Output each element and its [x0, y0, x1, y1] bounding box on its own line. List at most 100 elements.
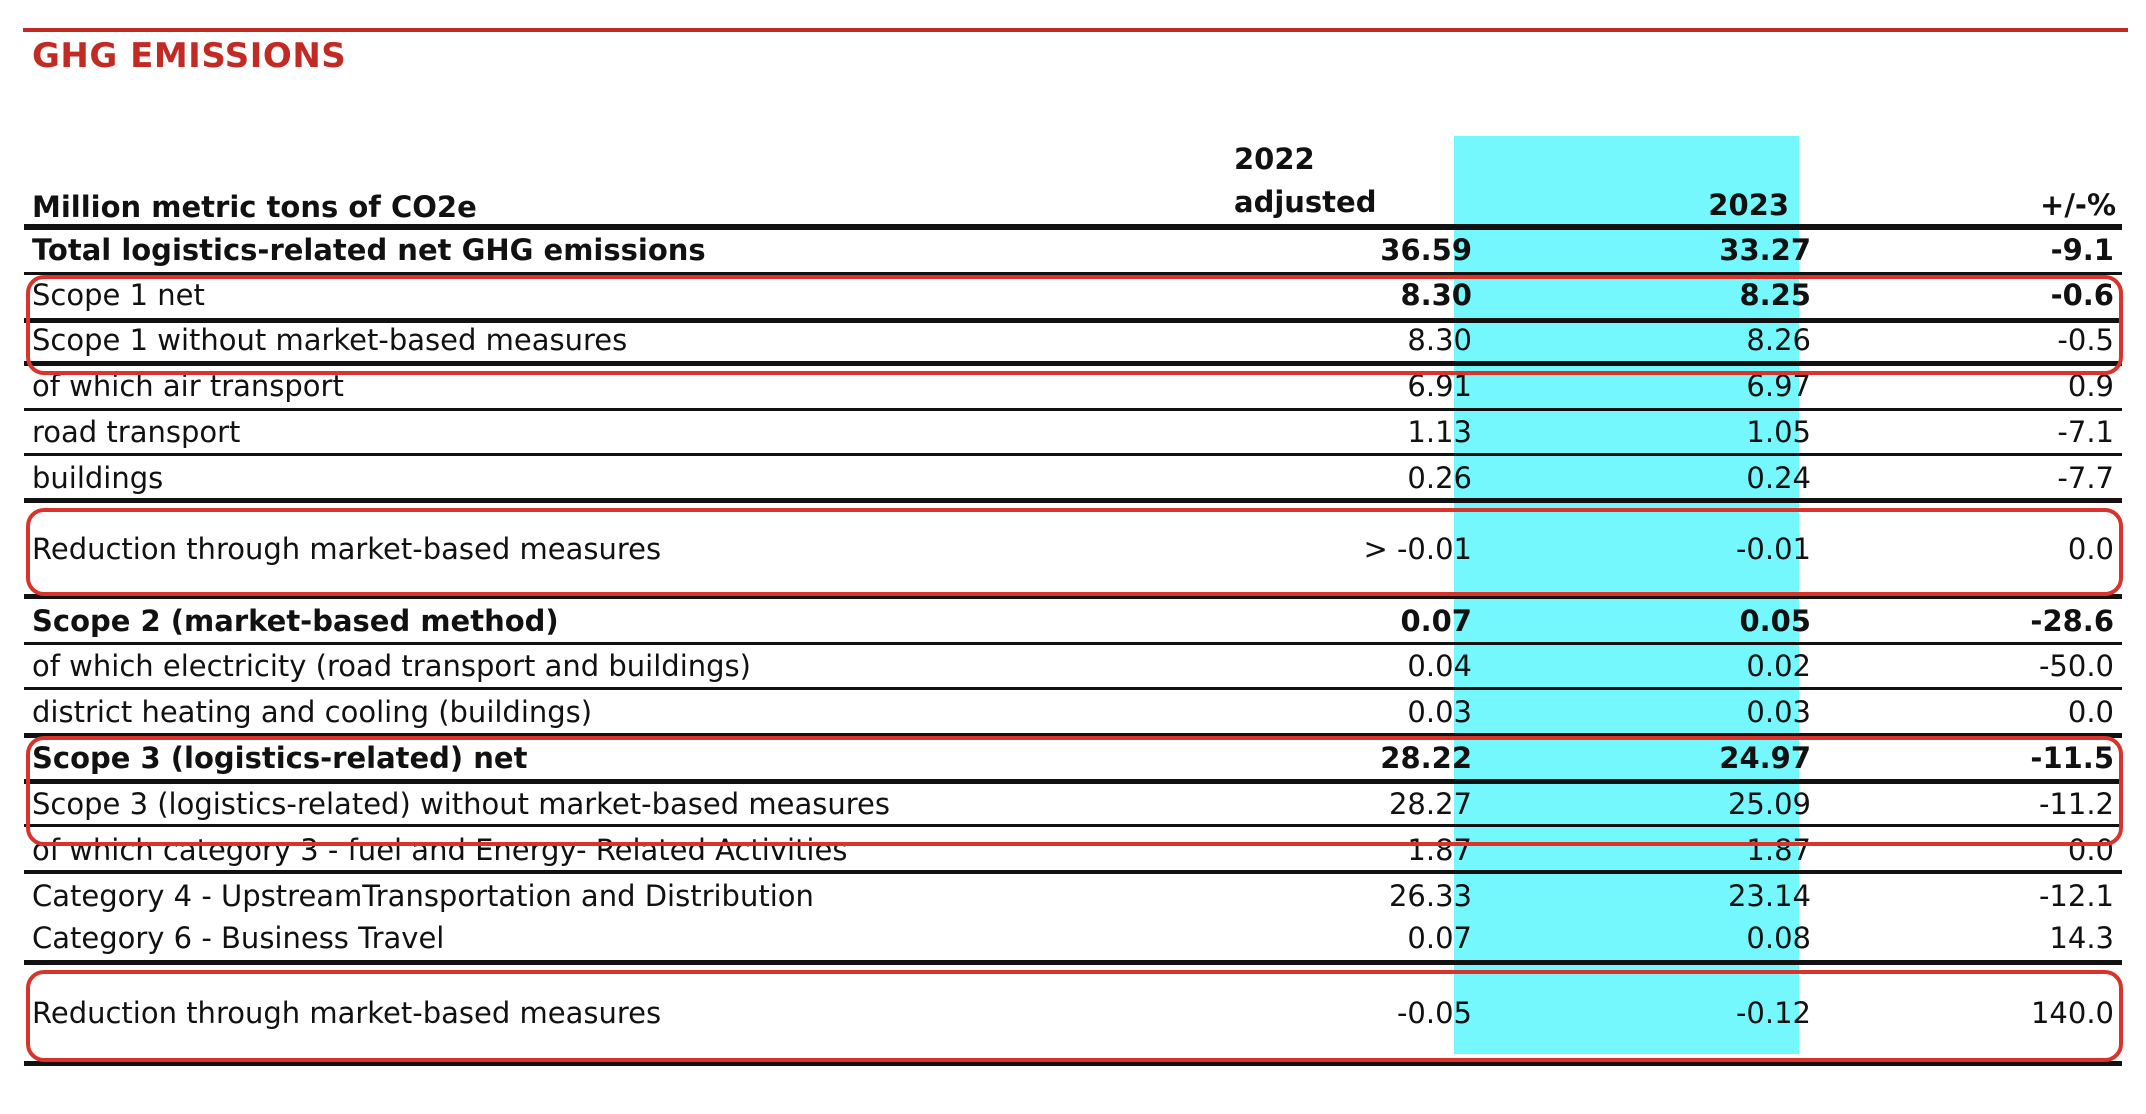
- value-2022: 1.13: [1407, 415, 1472, 449]
- value-2023: -0.01: [1735, 532, 1811, 566]
- value-2022: 0.26: [1407, 461, 1472, 495]
- value-2022: 28.27: [1388, 787, 1472, 821]
- value-2022: 0.07: [1400, 604, 1472, 638]
- table-row: of which electricity (road transport and…: [24, 652, 2124, 686]
- value-2022: 36.59: [1380, 233, 1472, 267]
- value-2023: 0.24: [1746, 461, 1811, 495]
- row-rule: [24, 453, 2122, 456]
- value-pct-change: -7.7: [2057, 461, 2114, 495]
- row-rule: [24, 498, 2122, 503]
- table-row: Scope 1 without market-based measures 8.…: [24, 326, 2124, 360]
- table-row: Reduction through market-based measures …: [24, 999, 2124, 1033]
- table-row: buildings 0.26 0.24 -7.7: [24, 464, 2124, 498]
- row-label: Category 6 - Business Travel: [32, 921, 445, 955]
- row-rule: [24, 733, 2122, 738]
- value-2023: 8.25: [1739, 278, 1811, 312]
- row-rule: [24, 361, 2122, 366]
- value-pct-change: 0.0: [2067, 695, 2114, 729]
- annotation-box-scope1: [26, 275, 2123, 375]
- unit-label: Million metric tons of CO2e: [32, 190, 477, 224]
- title-rule: [23, 28, 2128, 32]
- table-row: Total logistics-related net GHG emission…: [24, 236, 2124, 270]
- row-label: Scope 1 without market-based measures: [32, 323, 628, 357]
- row-rule: [24, 779, 2122, 784]
- value-pct-change: -11.5: [2030, 741, 2114, 775]
- table-row: of which air transport 6.91 6.97 0.9: [24, 372, 2124, 406]
- table-row: Category 6 - Business Travel 0.07 0.08 1…: [24, 924, 2124, 958]
- value-2023: 23.14: [1727, 879, 1811, 913]
- value-2022: 1.87: [1407, 836, 1472, 867]
- row-rule: [24, 594, 2122, 599]
- row-rule: [24, 960, 2122, 965]
- table-row: district heating and cooling (buildings)…: [24, 698, 2124, 732]
- row-label: buildings: [32, 461, 164, 495]
- row-rule: [24, 272, 2122, 275]
- row-label: Scope 1 net: [32, 278, 205, 312]
- row-label: Total logistics-related net GHG emission…: [32, 233, 706, 267]
- row-label: of which category 3 - fuel and Energy- R…: [32, 836, 848, 867]
- col-pct-header: +/-%: [2040, 188, 2116, 222]
- table-row: Scope 2 (market-based method) 0.07 0.05 …: [24, 607, 2124, 641]
- value-2023: 24.97: [1719, 741, 1811, 775]
- row-rule: [24, 642, 2122, 645]
- value-pct-change: -11.2: [2038, 787, 2114, 821]
- value-2022: 8.30: [1407, 323, 1472, 357]
- value-pct-change: -50.0: [2038, 649, 2114, 683]
- row-label: Category 4 - UpstreamTransportation and …: [32, 879, 814, 913]
- annotation-box-reduction-scope1: [26, 508, 2123, 596]
- row-label: Scope 2 (market-based method): [32, 604, 559, 638]
- value-pct-change: 140.0: [2030, 996, 2114, 1030]
- header-rule: [24, 224, 2122, 230]
- value-pct-change: 14.3: [2049, 921, 2114, 955]
- value-2023: 33.27: [1719, 233, 1811, 267]
- value-pct-change: 0.0: [2067, 532, 2114, 566]
- table-row: Reduction through market-based measures …: [24, 535, 2124, 569]
- value-2023: 1.87: [1746, 836, 1811, 867]
- value-2022: 26.33: [1388, 879, 1472, 913]
- row-label: district heating and cooling (buildings): [32, 695, 593, 729]
- table-row: Scope 1 net 8.30 8.25 -0.6: [24, 281, 2124, 315]
- table-row: Scope 3 (logistics-related) net 28.22 24…: [24, 744, 2124, 778]
- row-label: Reduction through market-based measures: [32, 996, 662, 1030]
- value-pct-change: -12.1: [2038, 879, 2114, 913]
- value-2022: 0.04: [1407, 649, 1472, 683]
- annotation-box-reduction-scope3: [26, 970, 2123, 1062]
- value-2022: > -0.01: [1363, 532, 1472, 566]
- row-rule: [24, 408, 2122, 411]
- value-2023: 0.02: [1746, 649, 1811, 683]
- value-2022: 0.07: [1407, 921, 1472, 955]
- value-2022: 6.91: [1407, 369, 1472, 403]
- row-label: Scope 3 (logistics-related) without mark…: [32, 787, 890, 821]
- value-2022: 0.03: [1407, 695, 1472, 729]
- table-row: Scope 3 (logistics-related) without mark…: [24, 790, 2124, 824]
- value-pct-change: -0.5: [2057, 323, 2114, 357]
- col-2023-header: 2023: [1708, 188, 1789, 222]
- row-rule: [24, 687, 2122, 690]
- value-2023: 0.08: [1746, 921, 1811, 955]
- row-rule: [24, 870, 2122, 874]
- value-2023: 0.03: [1746, 695, 1811, 729]
- value-pct-change: -9.1: [2050, 233, 2114, 267]
- annotation-box-scope3: [26, 736, 2123, 846]
- row-label: of which air transport: [32, 369, 344, 403]
- value-2023: 0.05: [1739, 604, 1811, 638]
- value-pct-change: 0.9: [2067, 369, 2114, 403]
- value-2022: 28.22: [1380, 741, 1472, 775]
- table-row: road transport 1.13 1.05 -7.1: [24, 418, 2124, 452]
- row-label: Scope 3 (logistics-related) net: [32, 741, 528, 775]
- value-pct-change: -7.1: [2057, 415, 2114, 449]
- row-rule: [24, 318, 2122, 323]
- table-bottom-rule: [24, 1061, 2122, 1066]
- value-2023: 8.26: [1746, 323, 1811, 357]
- value-pct-change: -0.6: [2050, 278, 2114, 312]
- col-2022-header-line2: adjusted: [1234, 185, 1377, 219]
- value-2023: 25.09: [1727, 787, 1811, 821]
- value-2022: 8.30: [1400, 278, 1472, 312]
- col-2022-header-line1: 2022: [1234, 142, 1315, 176]
- row-label: road transport: [32, 415, 241, 449]
- row-label: of which electricity (road transport and…: [32, 649, 751, 683]
- row-rule: [24, 824, 2122, 827]
- value-pct-change: -28.6: [2030, 604, 2114, 638]
- value-2023: -0.12: [1735, 996, 1811, 1030]
- row-label: Reduction through market-based measures: [32, 532, 662, 566]
